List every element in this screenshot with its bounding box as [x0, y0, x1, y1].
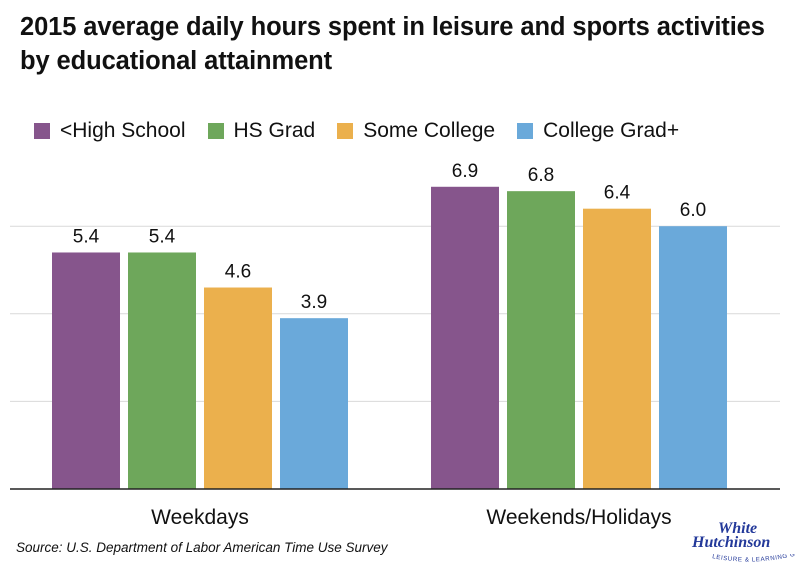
bar: [52, 252, 120, 489]
source-note: Source: U.S. Department of Labor America…: [16, 540, 388, 555]
legend: <High School HS Grad Some College College G…: [34, 117, 701, 145]
logo-line1: White: [718, 520, 758, 537]
bar: [204, 287, 272, 489]
bar: [583, 208, 651, 489]
data-label: 4.6: [225, 262, 251, 283]
legend-swatch: [207, 123, 224, 139]
legend-label: HS Grad: [233, 119, 316, 142]
legend-item: <High School: [34, 119, 186, 143]
data-label: 5.4: [73, 226, 100, 247]
bar: [659, 226, 727, 489]
chart-title: 2015 average daily hours spent in leisur…: [20, 13, 765, 75]
logo-tagline-arc: LEISURE & LEARNING GROUP: [710, 554, 796, 564]
bar: [431, 186, 499, 489]
legend-swatch: [337, 123, 354, 139]
bar: [280, 318, 348, 489]
logo-line2: Hutchinson: [692, 534, 771, 551]
data-label: 5.4: [149, 226, 176, 247]
company-logo: White Hutchinson LEISURE & LEARNING GROU…: [676, 520, 796, 570]
legend-label: College Grad+: [543, 119, 680, 142]
legend-item: Some College: [337, 119, 495, 143]
legend-swatch: [34, 123, 50, 139]
legend-item: College Grad+: [517, 119, 679, 143]
legend-label: <High School: [60, 119, 186, 142]
legend-swatch: [517, 123, 534, 139]
data-label: 3.9: [301, 292, 327, 313]
bar: [507, 191, 575, 489]
category-label: Weekends/Holidays: [486, 506, 671, 529]
bar: [128, 252, 196, 489]
data-label: 6.4: [604, 183, 631, 204]
category-label: Weekdays: [151, 506, 249, 529]
data-label: 6.0: [680, 200, 706, 221]
legend-item: HS Grad: [207, 119, 316, 143]
data-label: 6.9: [452, 161, 478, 182]
data-label: 6.8: [528, 165, 554, 186]
legend-label: Some College: [363, 119, 496, 142]
svg-text:LEISURE & LEARNING GROUP: LEISURE & LEARNING GROUP: [710, 554, 796, 564]
